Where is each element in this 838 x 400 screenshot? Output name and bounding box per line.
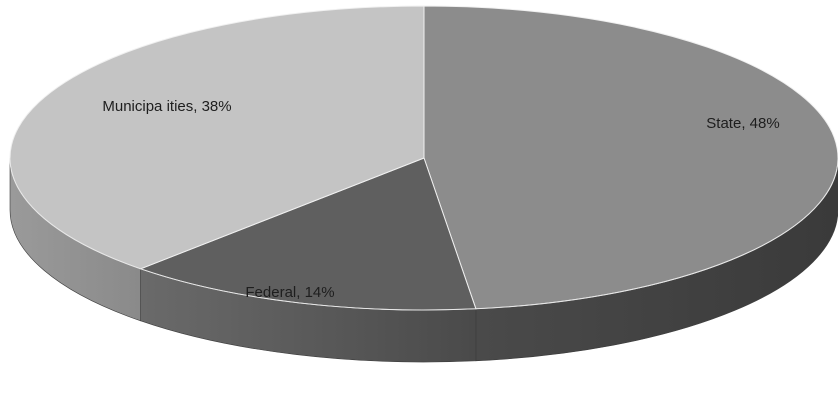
pie-rim bbox=[9, 157, 838, 311]
pie-sides bbox=[9, 157, 838, 363]
data-label-municipa-ities: Municipa ities, 38% bbox=[102, 98, 231, 115]
pie-tops bbox=[9, 5, 838, 311]
pie-labels: State, 48% Federal, 14% Municipa ities, 38… bbox=[102, 98, 779, 301]
data-label-federal: Federal, 14% bbox=[245, 284, 334, 301]
data-label-state: State, 48% bbox=[706, 115, 779, 132]
